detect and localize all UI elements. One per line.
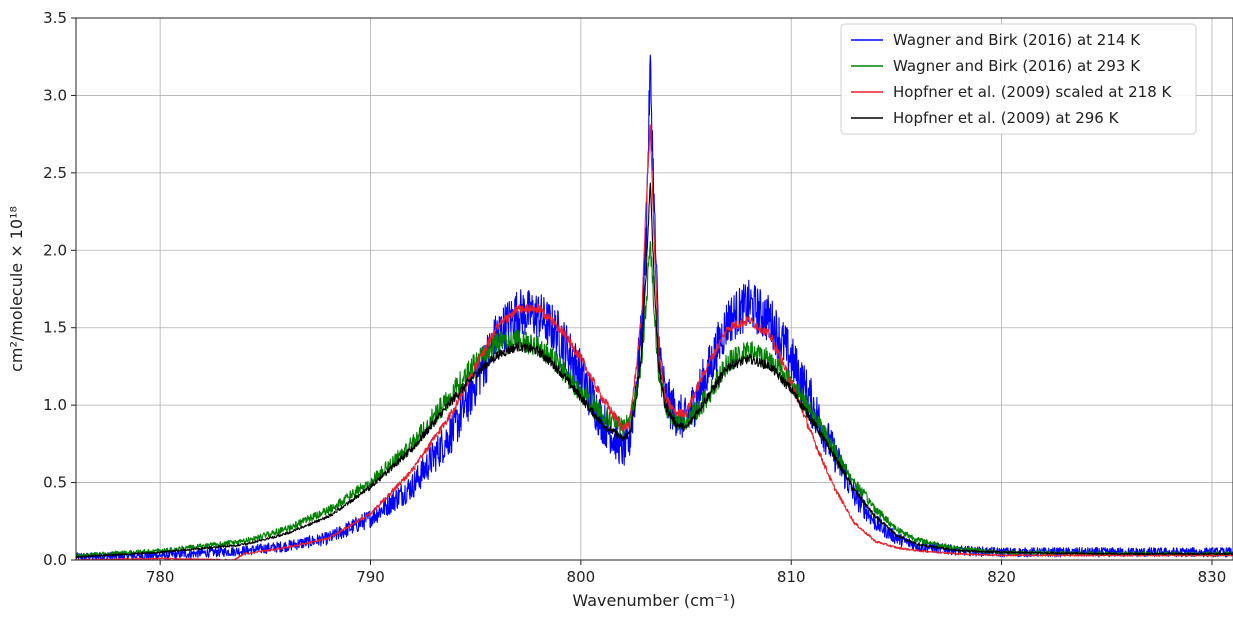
plot-frame (75, 17, 1233, 561)
series-line (76, 124, 1233, 560)
x-tick-label: 780 (146, 568, 175, 586)
y-tick-label: 2.5 (43, 164, 67, 182)
legend-box (840, 23, 1197, 135)
x-tick-label: 830 (1198, 568, 1227, 586)
y-tick-label: 3.0 (43, 86, 67, 104)
legend: Wagner and Birk (2016) at 214 K Wagner an… (840, 23, 1197, 135)
legend-label: Hopfner et al. (2009) at 296 K (893, 109, 1120, 127)
y-tick-label: 2.0 (43, 241, 67, 259)
x-tick-label: 790 (356, 568, 385, 586)
axis-ticks: 780 790 800 810 820 830 0.0 0.5 1.0 1.5 2.0 2.5 3.0 3… (43, 9, 1226, 586)
y-tick-label: 3.5 (43, 9, 67, 27)
series-line (76, 54, 1233, 560)
series-group (76, 54, 1233, 560)
y-tick-label: 1.5 (43, 319, 67, 337)
legend-label: Wagner and Birk (2016) at 214 K (893, 31, 1141, 49)
y-tick-label: 0.0 (43, 551, 67, 569)
x-tick-label: 810 (777, 568, 806, 586)
series-line (76, 182, 1233, 559)
x-axis-label: Wavenumber (cm⁻¹) (572, 591, 735, 610)
legend-label: Hopfner et al. (2009) scaled at 218 K (893, 83, 1173, 101)
legend-label: Wagner and Birk (2016) at 293 K (893, 57, 1141, 75)
x-tick-label: 820 (987, 568, 1016, 586)
y-tick-label: 1.0 (43, 396, 67, 414)
y-tick-label: 0.5 (43, 474, 67, 492)
x-tick-label: 800 (567, 568, 596, 586)
y-axis-label: cm²/molecule × 10¹⁸ (7, 206, 26, 372)
series-line (76, 240, 1233, 558)
